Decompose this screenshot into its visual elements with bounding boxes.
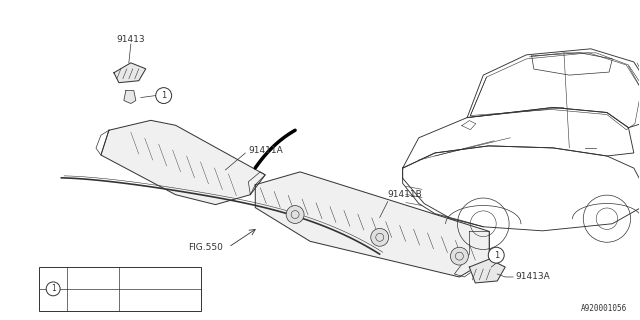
Text: 1: 1	[161, 91, 166, 100]
Circle shape	[451, 247, 468, 265]
Text: 91411B: 91411B	[388, 190, 422, 199]
Text: ('06MY0506-): ('06MY0506-)	[122, 295, 177, 304]
Text: 91481: 91481	[71, 274, 94, 283]
Circle shape	[286, 206, 304, 223]
Polygon shape	[101, 120, 265, 204]
Text: 91413: 91413	[116, 35, 145, 44]
Polygon shape	[124, 91, 136, 103]
Bar	[39, 267, 200, 311]
Polygon shape	[114, 63, 146, 83]
Text: A920001056: A920001056	[580, 304, 627, 313]
Text: 1: 1	[51, 284, 56, 293]
Text: (-'06MY0506): (-'06MY0506)	[122, 274, 177, 283]
Polygon shape	[255, 172, 489, 277]
Circle shape	[156, 88, 172, 103]
Circle shape	[371, 228, 388, 246]
Circle shape	[488, 247, 504, 263]
Circle shape	[46, 282, 60, 296]
Text: 91411A: 91411A	[248, 146, 283, 155]
Polygon shape	[469, 259, 505, 283]
Text: 91413A: 91413A	[515, 272, 550, 282]
Text: 1: 1	[493, 251, 499, 260]
Text: FIG.550: FIG.550	[189, 243, 223, 252]
Text: W14005: W14005	[71, 295, 99, 304]
